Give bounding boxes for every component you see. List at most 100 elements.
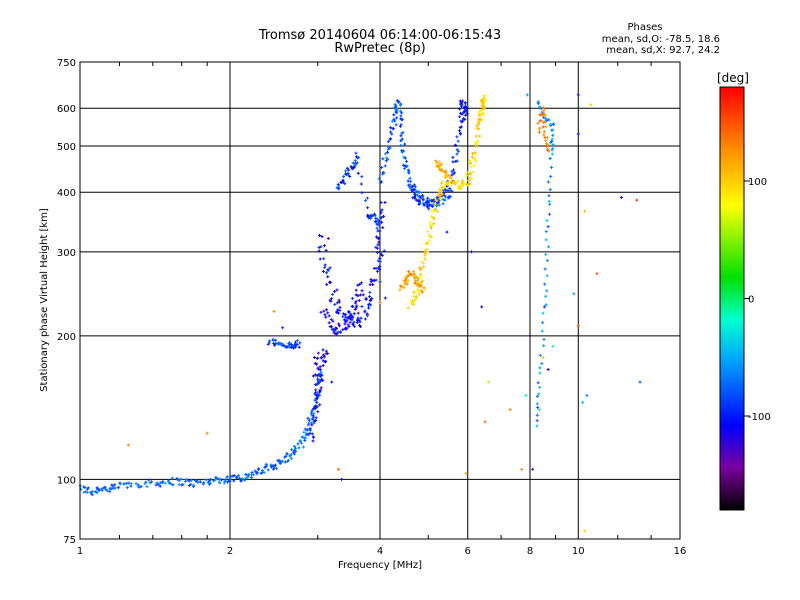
data-point bbox=[400, 111, 404, 115]
data-point bbox=[355, 304, 359, 308]
data-point bbox=[317, 373, 321, 377]
data-point bbox=[95, 486, 99, 490]
data-point bbox=[331, 319, 335, 323]
data-point bbox=[374, 245, 378, 249]
data-point bbox=[462, 106, 466, 110]
data-point bbox=[392, 117, 396, 121]
data-point bbox=[323, 355, 327, 359]
data-point bbox=[383, 296, 387, 300]
data-point bbox=[469, 176, 473, 180]
data-point bbox=[321, 364, 325, 368]
data-point bbox=[440, 189, 444, 193]
colorbar bbox=[719, 86, 745, 511]
data-point bbox=[547, 194, 551, 198]
data-point bbox=[469, 165, 473, 169]
data-point bbox=[468, 158, 472, 162]
data-point bbox=[463, 181, 467, 185]
data-point bbox=[274, 341, 278, 345]
y-tick-label: 750 bbox=[57, 58, 76, 69]
data-point bbox=[85, 490, 89, 494]
data-point bbox=[399, 144, 403, 148]
data-point bbox=[474, 134, 478, 138]
data-point bbox=[357, 156, 361, 160]
data-point bbox=[546, 367, 550, 371]
colorbar-ticks: 100 0 -100 bbox=[744, 177, 771, 423]
data-point bbox=[464, 108, 468, 112]
data-point bbox=[546, 225, 550, 229]
data-point bbox=[350, 304, 354, 308]
data-point bbox=[368, 290, 372, 294]
data-point bbox=[363, 317, 367, 321]
data-point bbox=[421, 201, 425, 205]
data-point bbox=[417, 202, 421, 206]
data-point bbox=[306, 423, 310, 427]
data-point bbox=[548, 122, 552, 126]
data-point bbox=[535, 413, 539, 417]
data-point bbox=[318, 233, 322, 237]
data-point bbox=[321, 359, 325, 363]
data-point bbox=[332, 289, 336, 293]
data-point bbox=[321, 348, 325, 352]
data-point bbox=[341, 178, 345, 182]
data-point bbox=[395, 99, 399, 103]
data-point bbox=[315, 374, 319, 378]
data-point bbox=[318, 403, 322, 407]
data-point bbox=[368, 299, 372, 303]
data-point bbox=[400, 118, 404, 122]
data-point bbox=[428, 220, 432, 224]
data-point bbox=[552, 123, 556, 127]
data-point bbox=[544, 138, 548, 142]
data-point bbox=[433, 207, 437, 211]
data-point bbox=[366, 303, 370, 307]
data-point bbox=[344, 173, 348, 177]
data-point bbox=[170, 476, 174, 480]
data-point bbox=[336, 183, 340, 187]
data-point bbox=[311, 439, 315, 443]
data-point bbox=[331, 292, 335, 296]
data-point bbox=[448, 187, 452, 191]
data-point bbox=[286, 459, 290, 463]
data-point bbox=[177, 479, 181, 483]
data-point bbox=[127, 481, 131, 485]
data-point bbox=[278, 460, 282, 464]
data-point bbox=[321, 270, 325, 274]
data-point bbox=[469, 161, 473, 165]
data-point bbox=[297, 345, 301, 349]
colorbar-label: [deg] bbox=[717, 71, 749, 85]
data-point bbox=[374, 235, 378, 239]
colorbar-tick-label: 0 bbox=[748, 295, 754, 306]
data-point bbox=[204, 478, 208, 482]
data-point bbox=[395, 108, 399, 112]
data-point bbox=[412, 272, 416, 276]
x-tick-label: 2 bbox=[227, 546, 233, 557]
data-point bbox=[175, 477, 179, 481]
data-point bbox=[324, 271, 328, 275]
data-point bbox=[544, 125, 548, 129]
data-point bbox=[401, 131, 405, 135]
data-point bbox=[378, 300, 382, 304]
data-point bbox=[340, 477, 344, 481]
data-point bbox=[353, 164, 357, 168]
data-point bbox=[400, 150, 404, 154]
data-point bbox=[432, 216, 436, 220]
data-point bbox=[419, 288, 423, 292]
plot-frame bbox=[79, 61, 681, 540]
data-point bbox=[289, 342, 293, 346]
data-point bbox=[319, 386, 323, 390]
data-point bbox=[293, 340, 297, 344]
data-point bbox=[377, 221, 381, 225]
data-point bbox=[103, 485, 107, 489]
x-tick-label: 8 bbox=[527, 546, 533, 557]
data-point bbox=[358, 320, 362, 324]
data-point bbox=[475, 125, 479, 129]
data-point bbox=[319, 310, 323, 314]
grid-layer bbox=[80, 62, 680, 539]
data-point bbox=[446, 189, 450, 193]
data-point bbox=[341, 328, 345, 332]
y-tick-label: 600 bbox=[57, 104, 76, 115]
data-point bbox=[438, 160, 442, 164]
data-point bbox=[390, 132, 394, 136]
data-point bbox=[398, 124, 402, 128]
data-point bbox=[239, 478, 243, 482]
data-point bbox=[456, 179, 460, 183]
